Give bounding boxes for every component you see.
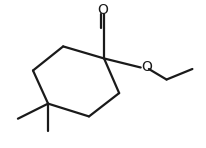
Text: O: O [97,3,108,17]
Text: O: O [141,61,152,74]
